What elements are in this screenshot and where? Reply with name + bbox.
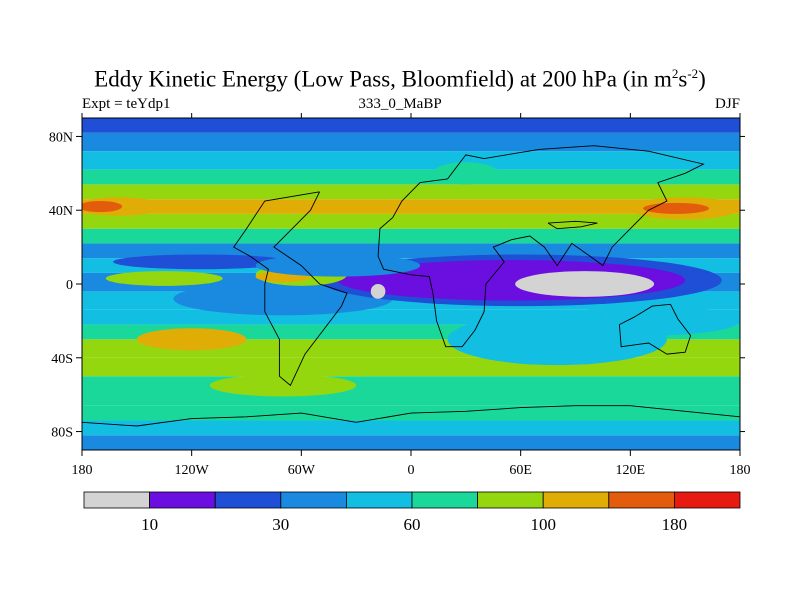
colorbar-box-5 bbox=[411, 491, 478, 509]
contour-field bbox=[82, 118, 740, 450]
center-label: 333_0_MaBP bbox=[358, 96, 442, 112]
colorbar-box-7 bbox=[542, 491, 610, 509]
y-tick-label-0: 80N bbox=[49, 130, 73, 145]
band-14 bbox=[82, 213, 740, 229]
blob-16 bbox=[432, 162, 499, 185]
colorbar-label-1: 30 bbox=[272, 515, 289, 534]
coastlines bbox=[82, 145, 740, 427]
band-13 bbox=[82, 228, 740, 244]
left-label: Expt = teYdp1 bbox=[82, 96, 171, 112]
blob-6 bbox=[105, 271, 223, 286]
right-label: DJF bbox=[714, 96, 740, 112]
colorbar: 10 30 60 100 180 bbox=[83, 491, 741, 534]
coastline-1 bbox=[233, 191, 348, 387]
band-19 bbox=[82, 132, 740, 152]
colorbar-label-2: 60 bbox=[404, 515, 421, 534]
blob-10 bbox=[82, 201, 123, 213]
y-tick-label-1: 40N bbox=[49, 204, 73, 219]
x-tick-label-0: 180 bbox=[72, 463, 93, 478]
coastline-3 bbox=[82, 405, 740, 427]
band-4 bbox=[82, 376, 740, 391]
axis-ticks: 180 120W 60W 0 60E 120E 180 80N 40N 0 40S 80S bbox=[49, 113, 751, 478]
x-tick-label-5: 120E bbox=[616, 463, 646, 478]
band-18 bbox=[82, 151, 740, 170]
blob-5 bbox=[370, 284, 386, 299]
blob-4 bbox=[515, 271, 655, 297]
blob-15 bbox=[209, 374, 357, 397]
colorbar-box-6 bbox=[477, 491, 544, 509]
band-20 bbox=[82, 118, 740, 133]
colorbar-label-4: 180 bbox=[662, 515, 688, 534]
colorbar-box-0 bbox=[83, 491, 150, 509]
colorbar-box-1 bbox=[149, 491, 216, 509]
blob-0 bbox=[113, 254, 289, 270]
band-0 bbox=[82, 435, 740, 450]
blob-13 bbox=[255, 254, 421, 277]
title-sup-2: -2 bbox=[687, 66, 699, 81]
chart-title: Eddy Kinetic Energy (Low Pass, Bloomfiel… bbox=[0, 66, 800, 93]
band-17 bbox=[82, 169, 740, 185]
coastline-4 bbox=[547, 220, 598, 230]
x-tick-label-3: 0 bbox=[408, 463, 415, 478]
x-tick-label-1: 120W bbox=[175, 463, 210, 478]
y-tick-label-3: 40S bbox=[51, 352, 73, 367]
x-tick-label-2: 60W bbox=[288, 463, 316, 478]
colorbar-box-8 bbox=[608, 491, 675, 509]
colorbar-box-3 bbox=[280, 491, 347, 509]
colorbar-box-4 bbox=[345, 491, 413, 509]
y-tick-label-4: 80S bbox=[51, 426, 73, 441]
y-tick-label-2: 0 bbox=[66, 278, 73, 293]
colorbar-box-9 bbox=[674, 491, 741, 509]
x-tick-label-6: 180 bbox=[730, 463, 751, 478]
title-main: Eddy Kinetic Energy (Low Pass, Bloomfiel… bbox=[94, 66, 672, 92]
band-15 bbox=[82, 199, 740, 214]
band-1 bbox=[82, 420, 740, 436]
title-sup-1: 2 bbox=[671, 66, 679, 81]
band-5 bbox=[82, 357, 740, 377]
band-3 bbox=[82, 390, 740, 406]
blob-12 bbox=[643, 202, 709, 214]
colorbar-label-0: 10 bbox=[141, 515, 158, 534]
coastline-2 bbox=[618, 303, 692, 355]
blob-14 bbox=[136, 328, 247, 351]
colorbar-box-2 bbox=[214, 491, 282, 509]
colorbar-label-3: 100 bbox=[530, 515, 556, 534]
title-mid: s bbox=[678, 66, 688, 92]
x-tick-label-4: 60E bbox=[509, 463, 532, 478]
coastline-0 bbox=[377, 145, 705, 348]
title-end: ) bbox=[698, 66, 706, 92]
blob-18 bbox=[557, 306, 740, 336]
